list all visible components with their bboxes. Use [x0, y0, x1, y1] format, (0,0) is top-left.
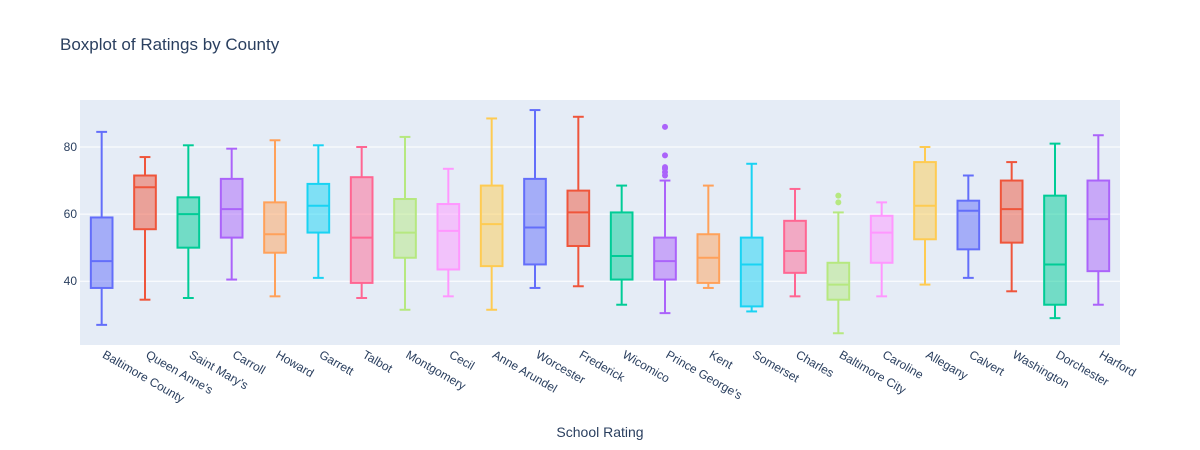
box-group [999, 161, 1024, 293]
x-tick-label: Garrett [317, 347, 357, 378]
iqr-box [739, 236, 764, 308]
box-group [393, 135, 417, 311]
iqr-box [869, 214, 894, 264]
box-group [523, 109, 547, 289]
iqr-box [956, 199, 981, 251]
x-tick-label: Wicomico [620, 347, 672, 385]
iqr-box [999, 179, 1024, 244]
iqr-box [1086, 179, 1111, 273]
y-tick-label: 60 [64, 207, 78, 221]
iqr-box [393, 198, 417, 259]
iqr-box [609, 211, 634, 281]
y-tick-label: 40 [64, 274, 78, 288]
box-group [566, 115, 591, 288]
iqr-box [826, 261, 851, 301]
boxes [89, 109, 1111, 335]
box-group [306, 144, 331, 279]
iqr-box [263, 201, 287, 254]
x-tick-label: Prince George's [664, 347, 745, 402]
outlier-point [662, 164, 668, 171]
outlier-point [662, 123, 668, 130]
y-tick-label: 80 [64, 140, 78, 154]
box-group [609, 184, 634, 306]
box-group [783, 187, 807, 298]
iqr-box [89, 216, 114, 289]
x-axis-title: School Rating [556, 424, 643, 440]
box-group [133, 156, 157, 301]
outlier-point [835, 192, 842, 199]
chart-title: Boxplot of Ratings by County [60, 35, 280, 54]
iqr-box [1043, 194, 1067, 306]
y-tick-labels: 40 60 80 [64, 140, 78, 288]
x-tick-label: Howard [274, 347, 317, 380]
iqr-box [176, 196, 201, 249]
box-group [1086, 134, 1111, 306]
iqr-box [913, 161, 937, 241]
x-tick-label: Somerset [750, 347, 802, 385]
box-group [349, 145, 374, 300]
iqr-box [783, 219, 807, 274]
grid-lines [80, 146, 1120, 282]
box-group [219, 147, 244, 281]
box-group [739, 162, 764, 313]
iqr-box [523, 177, 547, 266]
iqr-box [653, 236, 677, 281]
box-group [913, 145, 937, 286]
x-tick-label: Kent [707, 347, 736, 372]
outlier-point [835, 199, 842, 206]
box-group [176, 144, 201, 300]
box-group [696, 184, 721, 289]
iqr-box [566, 189, 591, 247]
box-group [826, 192, 851, 335]
box-group [263, 139, 287, 298]
box-group [436, 167, 461, 298]
outlier-point [662, 152, 668, 159]
iqr-box [436, 203, 461, 271]
x-tick-label: Talbot [360, 347, 395, 375]
box-group [1043, 142, 1067, 320]
iqr-box [133, 174, 157, 231]
x-tick-label: Cecil [447, 347, 477, 372]
x-tick-label: Calvert [967, 347, 1007, 378]
box-group [869, 201, 894, 298]
box-group [479, 117, 504, 311]
x-tick-label: Allegany [924, 347, 971, 382]
iqr-box [349, 176, 374, 284]
iqr-box [479, 184, 504, 268]
box-group [653, 123, 677, 315]
iqr-box [306, 182, 331, 234]
box-group [89, 130, 114, 326]
box-group [956, 174, 981, 279]
plot-background [80, 100, 1120, 345]
